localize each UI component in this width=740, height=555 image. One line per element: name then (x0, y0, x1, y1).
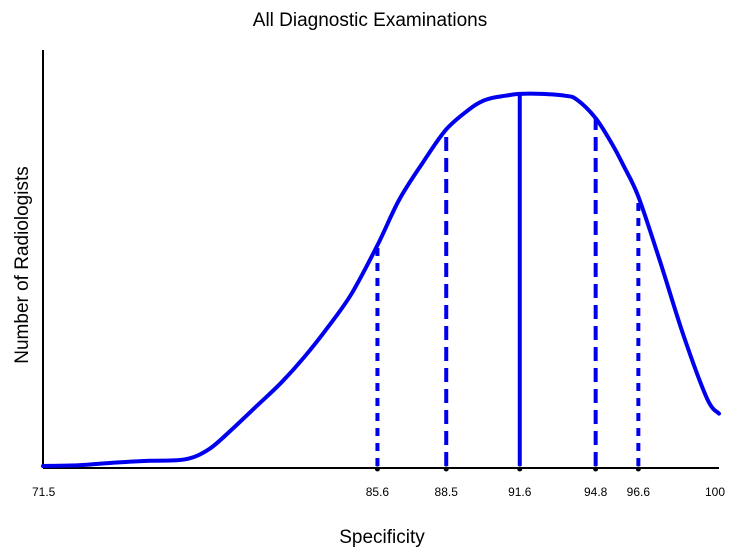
x-tick-mark (443, 466, 449, 472)
x-tick-mark (593, 466, 599, 472)
y-axis-label: Number of Radiologists (12, 166, 33, 363)
x-tick-labels: 71.5 85.6 88.5 91.6 94.8 96.6 100 (32, 466, 725, 499)
reference-lines (375, 93, 641, 466)
x-tick-label: 94.8 (584, 485, 608, 499)
x-tick-label: 91.6 (508, 485, 532, 499)
x-tick-label: 100 (705, 485, 725, 499)
x-tick-label: 85.6 (366, 485, 390, 499)
x-tick-label: 88.5 (435, 485, 459, 499)
x-tick-mark (374, 466, 380, 472)
x-tick-mark (635, 466, 641, 472)
series-curve (41, 91, 721, 468)
x-axis-label: Specificity (339, 527, 425, 548)
x-tick-mark (517, 466, 523, 472)
x-tick-label: 96.6 (627, 485, 651, 499)
x-tick-label: 71.5 (32, 485, 56, 499)
chart-title: All Diagnostic Examinations (253, 10, 487, 31)
